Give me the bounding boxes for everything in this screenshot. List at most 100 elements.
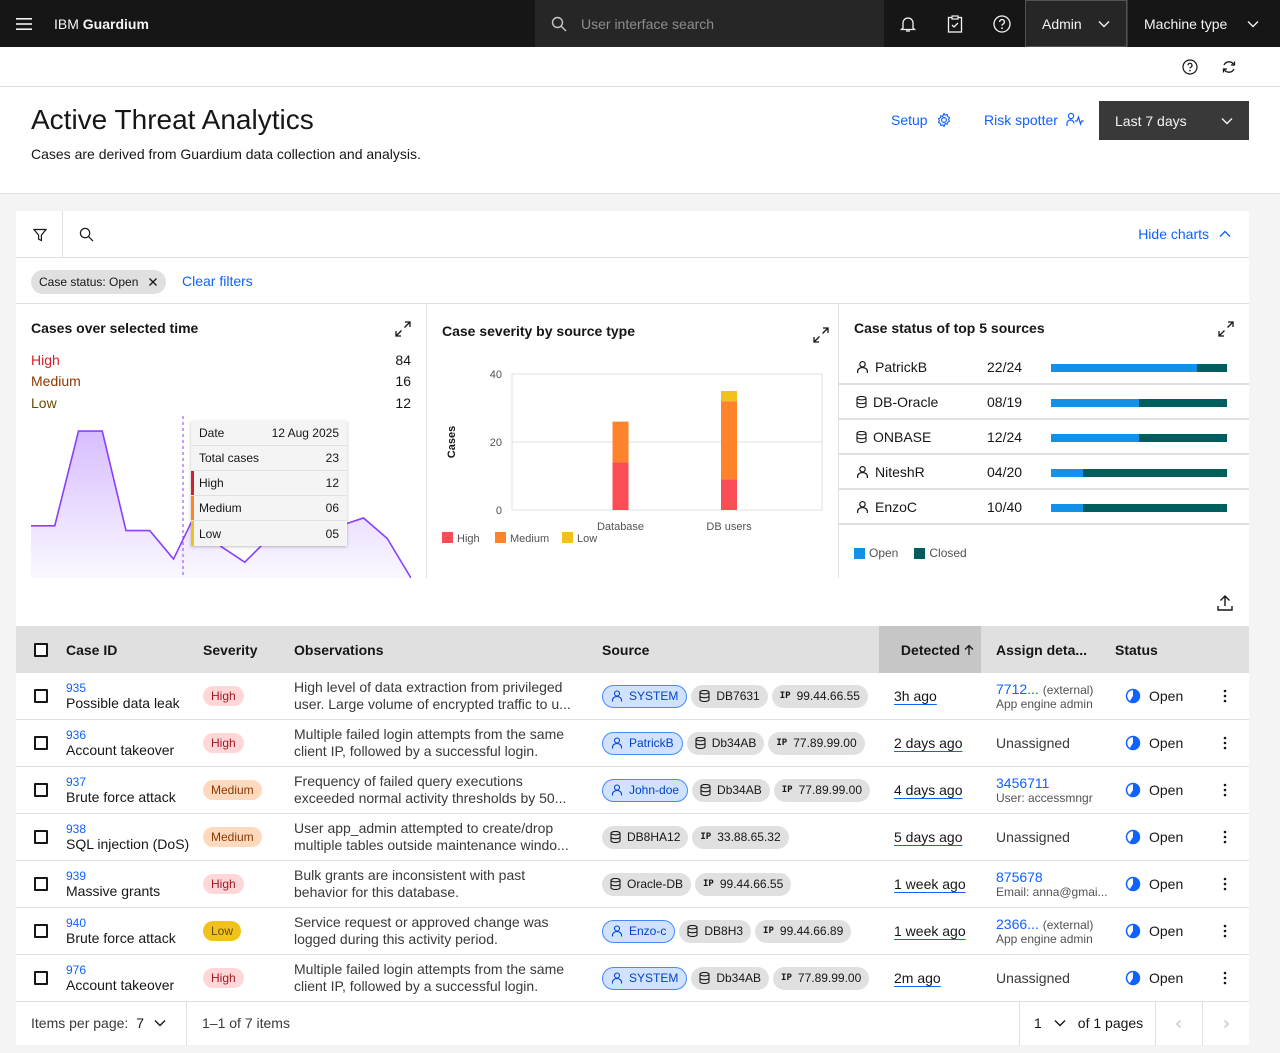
assign-link[interactable]: 3456711	[996, 775, 1050, 791]
case-id-link[interactable]: 938	[66, 822, 87, 836]
source-ip-chip[interactable]: IP 99.44.66.55	[771, 684, 868, 708]
source-user-chip[interactable]: John-doe	[602, 778, 689, 802]
previous-page-icon[interactable]	[1174, 1019, 1184, 1029]
column-header-severity[interactable]: Severity	[203, 641, 258, 658]
source-user-chip[interactable]: SYSTEM	[602, 684, 688, 708]
source-ip-chip[interactable]: IP 99.44.66.55	[695, 872, 792, 896]
case-id-link[interactable]: 940	[66, 916, 87, 930]
filter-icon[interactable]	[16, 211, 63, 258]
assign-link[interactable]: 2366...	[996, 916, 1039, 932]
overflow-menu-icon[interactable]	[1223, 830, 1227, 844]
detected-time[interactable]: 1 week ago	[894, 876, 966, 892]
maximize-icon[interactable]	[1217, 320, 1235, 338]
items-per-page-select[interactable]: 7	[136, 1015, 166, 1031]
help-icon[interactable]	[1180, 57, 1200, 77]
detected-time[interactable]: 1 week ago	[894, 923, 966, 939]
column-header-case-id[interactable]: Case ID	[66, 641, 118, 658]
notification-bell-icon[interactable]	[884, 0, 931, 47]
source-user-chip[interactable]: Enzo-c	[602, 919, 676, 943]
column-header-source[interactable]: Source	[602, 641, 650, 658]
source-ip-chip[interactable]: IP 33.88.65.32	[692, 825, 789, 849]
table-row[interactable]: 938 SQL injection (DoS) Medium User app_adm…	[16, 814, 1249, 861]
column-header-status[interactable]: Status	[1115, 641, 1158, 658]
source-ip-chip[interactable]: IP 77.89.99.00	[773, 966, 870, 990]
search-icon[interactable]	[63, 211, 110, 258]
admin-dropdown[interactable]: Admin	[1025, 0, 1127, 47]
row-checkbox[interactable]	[34, 720, 48, 766]
product-name[interactable]: IBM Guardium	[48, 16, 535, 32]
column-header-detected[interactable]: Detected	[879, 626, 981, 673]
assign-link[interactable]: 7712...	[996, 681, 1039, 697]
case-id-link[interactable]: 936	[66, 728, 87, 742]
source-database-chip[interactable]: DB7631	[691, 684, 768, 708]
filter-tag[interactable]: Case status: Open	[31, 270, 167, 294]
source-ip-chip[interactable]: IP 77.89.99.00	[768, 731, 865, 755]
table-row[interactable]: 940 Brute force attack Low Service request …	[16, 908, 1249, 955]
source-database-chip[interactable]: DB8HA12	[602, 825, 689, 849]
closed-segment	[1139, 399, 1227, 407]
time-period-dropdown[interactable]: Last 7 days	[1099, 101, 1249, 140]
row-checkbox[interactable]	[34, 814, 48, 860]
table-row[interactable]: 935 Possible data leak High High level of d…	[16, 673, 1249, 720]
overflow-menu-icon[interactable]	[1223, 924, 1227, 938]
row-checkbox[interactable]	[34, 767, 48, 813]
export-icon[interactable]	[1215, 593, 1235, 613]
clear-filters-link[interactable]: Clear filters	[182, 273, 253, 289]
source-ip-chip[interactable]: IP 99.44.66.89	[755, 919, 852, 943]
overflow-menu-icon[interactable]	[1223, 877, 1227, 891]
table-row[interactable]: 939 Massive grants High Bulk grants are inc…	[16, 861, 1249, 908]
row-checkbox[interactable]	[34, 673, 48, 719]
overflow-menu-icon[interactable]	[1223, 783, 1227, 797]
case-id-link[interactable]: 935	[66, 681, 87, 695]
summary-label: Medium	[31, 373, 81, 389]
sort-arrow-up-icon	[964, 644, 974, 655]
page-select[interactable]: 1 of 1 pages	[1034, 1015, 1143, 1031]
hamburger-menu-icon[interactable]	[0, 0, 48, 47]
case-id-link[interactable]: 937	[66, 775, 87, 789]
source-user-chip[interactable]: PatrickB	[602, 731, 683, 755]
refresh-icon[interactable]	[1219, 57, 1239, 77]
detected-time[interactable]: 4 days ago	[894, 782, 963, 798]
select-all-checkbox[interactable]	[34, 626, 48, 673]
column-header-assign[interactable]: Assign deta...	[996, 641, 1088, 658]
task-clipboard-icon[interactable]	[931, 0, 978, 47]
source-ip-chip[interactable]: IP 77.89.99.00	[773, 778, 870, 802]
table-row[interactable]: 976 Account takeover High Multiple failed l…	[16, 955, 1249, 1002]
row-checkbox[interactable]	[34, 908, 48, 954]
detected-time[interactable]: 3h ago	[894, 688, 937, 704]
source-user-chip[interactable]: SYSTEM	[602, 966, 688, 990]
hide-charts-button[interactable]: Hide charts	[1138, 226, 1231, 242]
source-database-chip[interactable]: Db34AB	[686, 731, 765, 755]
detected-time[interactable]: 5 days ago	[894, 829, 963, 845]
maximize-icon[interactable]	[394, 320, 412, 338]
table-row[interactable]: 936 Account takeover High Multiple failed l…	[16, 720, 1249, 767]
global-search-input[interactable]: User interface search	[535, 0, 884, 47]
source-database-chip[interactable]: Oracle-DB	[602, 872, 692, 896]
table-row[interactable]: 937 Brute force attack Medium Frequency of …	[16, 767, 1249, 814]
risk-spotter-link[interactable]: Risk spotter	[984, 112, 1084, 128]
overflow-menu-icon[interactable]	[1223, 689, 1227, 703]
source-database-chip[interactable]: DB8H3	[679, 919, 752, 943]
chevron-down-icon	[1054, 1020, 1066, 1027]
column-header-observations[interactable]: Observations	[294, 641, 384, 658]
chart-title: Cases over selected time	[31, 320, 199, 336]
row-checkbox[interactable]	[34, 861, 48, 907]
detected-time[interactable]: 2 days ago	[894, 735, 963, 751]
overflow-menu-icon[interactable]	[1223, 971, 1227, 985]
maximize-icon[interactable]	[812, 326, 830, 344]
source-database-chip[interactable]: Db34AB	[692, 778, 770, 802]
row-checkbox[interactable]	[34, 955, 48, 1001]
observation-line: multiple tables outside maintenance wind…	[294, 837, 569, 853]
case-id-link[interactable]: 939	[66, 869, 87, 883]
assign-link[interactable]: 875678	[996, 869, 1043, 885]
detected-time[interactable]: 2m ago	[894, 970, 941, 986]
case-name: Brute force attack	[66, 789, 176, 805]
machine-type-dropdown[interactable]: Machine type	[1127, 0, 1275, 47]
case-id-link[interactable]: 976	[66, 963, 87, 977]
overflow-menu-icon[interactable]	[1223, 736, 1227, 750]
next-page-icon[interactable]	[1221, 1019, 1231, 1029]
setup-link[interactable]: Setup	[891, 112, 952, 128]
source-database-chip[interactable]: Db34AB	[691, 966, 770, 990]
help-icon[interactable]	[978, 0, 1025, 47]
close-icon[interactable]	[148, 277, 158, 287]
